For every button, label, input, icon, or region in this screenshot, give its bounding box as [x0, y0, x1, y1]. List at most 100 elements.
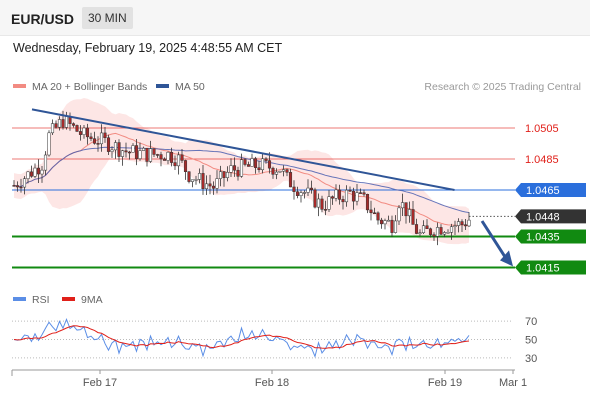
rsi-ma-line	[13, 325, 470, 349]
x-tick-label-2: Feb 19	[428, 377, 462, 389]
candle-body	[288, 172, 293, 188]
candle-body	[404, 202, 408, 217]
candle-body	[295, 191, 300, 196]
candle-body	[82, 127, 86, 135]
candle-body	[267, 160, 272, 169]
candle-body	[43, 154, 48, 171]
candle-body	[194, 179, 198, 181]
timeframe-badge[interactable]: 30 MIN	[82, 7, 133, 29]
candle-body	[274, 171, 279, 175]
candle-body	[386, 219, 391, 222]
candle-body	[439, 227, 443, 235]
last-price-label: 1.0448	[526, 211, 560, 223]
chart-datetime: Wednesday, February 19, 2025 4:48:55 AM …	[13, 41, 283, 55]
candle-body	[190, 179, 195, 182]
candle-body	[334, 189, 338, 199]
candle-body	[26, 171, 30, 179]
candle-body	[239, 159, 244, 177]
candle-body	[299, 192, 303, 196]
candle-body	[309, 187, 314, 191]
candle-body	[85, 127, 90, 138]
candle-body	[232, 165, 237, 171]
candle-body	[393, 220, 398, 233]
rsi-tick-30: 30	[525, 353, 537, 365]
trendline	[31, 108, 455, 191]
candle-body	[141, 147, 146, 151]
candle-body	[428, 228, 433, 235]
candle-body	[64, 116, 69, 128]
candle-body	[187, 171, 191, 182]
candle-body	[169, 151, 174, 163]
candle-body	[197, 173, 202, 180]
candle-body	[110, 149, 114, 152]
candle-body	[442, 232, 447, 235]
candle-body	[456, 221, 461, 226]
candle-body	[418, 232, 422, 234]
source-label: Research © 2025 Trading Central	[424, 81, 581, 93]
candle-body	[390, 219, 394, 233]
candle-body	[12, 185, 16, 187]
candle-body	[327, 196, 331, 210]
rsi-legend-swatch-1	[62, 297, 75, 301]
candle-body	[183, 160, 188, 172]
candle-body	[460, 221, 464, 225]
candle-body	[180, 154, 184, 161]
candle-body	[379, 219, 384, 225]
level-tag-1.0415	[515, 260, 586, 275]
rsi-legend-label-0: RSI	[32, 294, 50, 306]
candle-body	[19, 186, 23, 189]
x-tick-label-0: Feb 17	[83, 377, 117, 389]
candle-body	[341, 199, 345, 203]
candle-body	[383, 220, 387, 225]
candle-body	[355, 192, 359, 202]
candle-body	[211, 185, 216, 189]
candle-body	[432, 234, 436, 237]
candle-body	[134, 145, 139, 159]
candle-body	[120, 150, 125, 157]
candle-body	[89, 136, 93, 139]
candle-body	[246, 164, 251, 167]
candle-body	[348, 189, 352, 192]
level-label-1.0485: 1.0485	[525, 154, 559, 166]
x-tick-label-3: Mar 1	[499, 377, 527, 389]
candle-body	[236, 169, 240, 177]
candle-body	[407, 209, 412, 217]
candle-body	[159, 154, 163, 160]
candle-body	[218, 171, 223, 179]
candle-body	[162, 158, 167, 161]
candle-body	[57, 119, 62, 128]
candle-body	[166, 151, 170, 161]
candle-body	[54, 123, 58, 128]
legend-swatch-0	[13, 84, 26, 88]
candle-body	[250, 158, 254, 167]
candle-body	[208, 183, 212, 187]
projection-arrow-shaft	[480, 220, 508, 260]
level-label-1.0505: 1.0505	[525, 123, 559, 135]
candle-body	[243, 159, 247, 165]
candle-body	[313, 189, 317, 208]
candle-body	[117, 142, 121, 157]
level-label-1.0415: 1.0415	[526, 263, 560, 275]
candle-body	[36, 167, 41, 175]
candle-body	[281, 169, 286, 172]
candle-body	[201, 173, 205, 189]
rsi-legend-swatch-0	[13, 297, 26, 301]
candle-body	[229, 165, 233, 173]
x-tick-label-1: Feb 18	[255, 377, 289, 389]
level-tag-1.0435	[515, 229, 586, 244]
candle-body	[446, 232, 450, 234]
candle-body	[131, 145, 135, 153]
candle-body	[222, 171, 226, 178]
candle-body	[337, 189, 342, 200]
candle-body	[400, 202, 405, 209]
legend-label-0: MA 20 + Bollinger Bands	[32, 81, 147, 93]
candle-body	[176, 154, 181, 167]
candle-body	[292, 186, 296, 192]
candle-body	[271, 167, 275, 175]
candle-body	[47, 132, 51, 156]
candle-body	[75, 125, 79, 132]
candle-body	[320, 198, 324, 210]
candle-body	[330, 196, 335, 199]
candle-body	[344, 189, 349, 203]
